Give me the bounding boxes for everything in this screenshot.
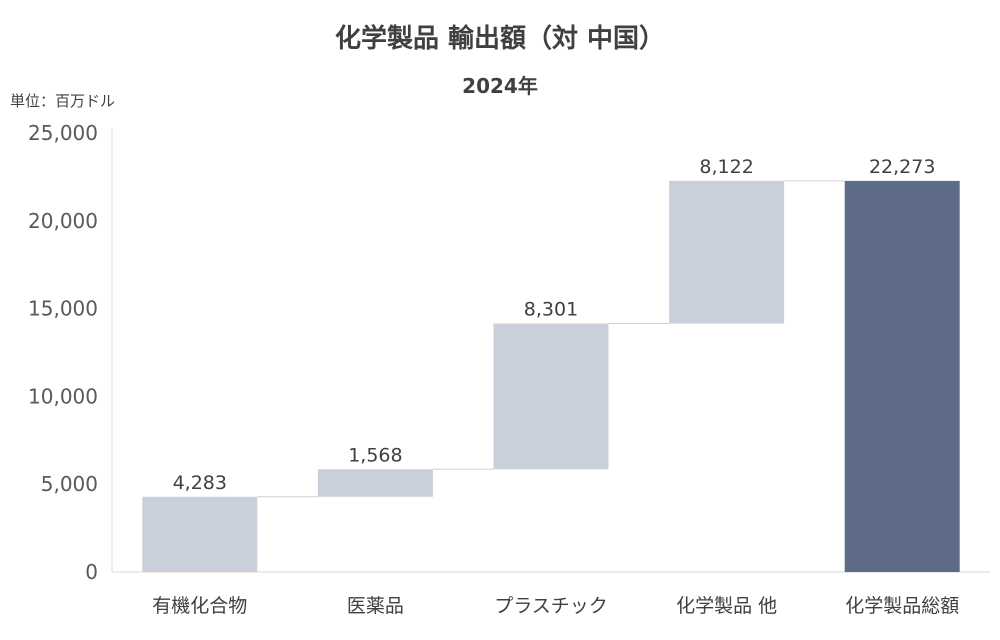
bar	[493, 323, 609, 470]
data-label: 22,273	[869, 156, 935, 178]
bar	[142, 496, 258, 572]
unit-label: 単位：百万ドル	[10, 92, 116, 110]
y-tick-label: 20,000	[28, 209, 98, 233]
data-label: 4,283	[173, 472, 227, 494]
bar	[317, 469, 433, 497]
y-tick-label: 15,000	[28, 297, 98, 321]
data-label: 8,122	[699, 156, 753, 178]
y-tick-label: 5,000	[41, 472, 98, 496]
data-label: 1,568	[348, 444, 402, 466]
x-tick-label: 化学製品 他	[676, 595, 777, 617]
bar	[844, 180, 960, 573]
x-tick-label: 有機化合物	[152, 595, 247, 617]
chart-title: 化学製品 輸出額（対 中国）	[334, 24, 666, 54]
bar	[669, 180, 785, 324]
x-tick-label: プラスチック	[494, 595, 608, 617]
y-tick-label: 10,000	[28, 384, 98, 408]
data-label: 8,301	[524, 298, 578, 320]
y-tick-label: 25,000	[28, 121, 98, 145]
x-tick-label: 化学製品総額	[845, 595, 959, 617]
chart-subtitle: 2024年	[462, 74, 538, 98]
y-tick-label: 0	[85, 560, 98, 584]
x-tick-label: 医薬品	[347, 595, 404, 617]
